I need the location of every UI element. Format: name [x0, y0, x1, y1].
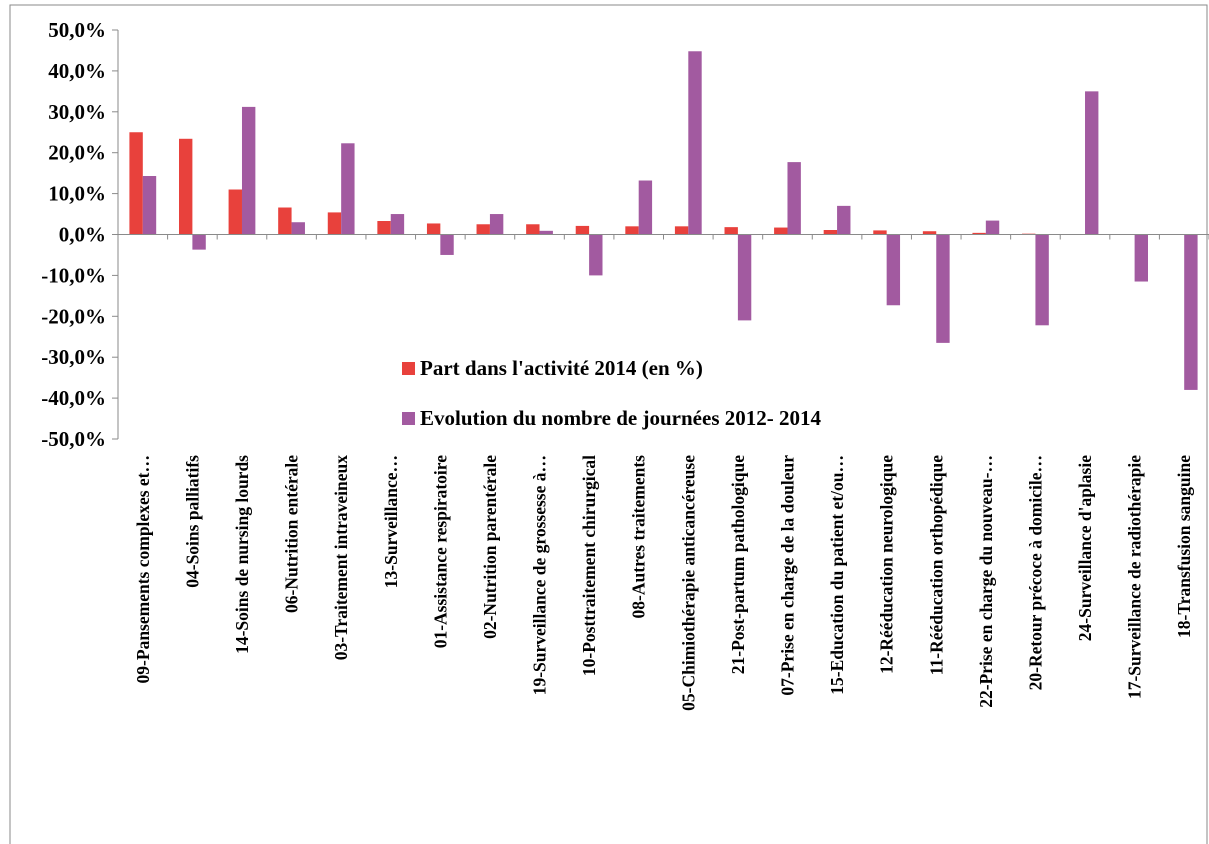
bar-evolution-15: [886, 234, 901, 306]
bar-part-5: [377, 221, 391, 235]
bar-part-14: [823, 230, 838, 235]
bar-part-17: [972, 232, 986, 235]
bar-evolution-18: [1035, 234, 1049, 326]
bar-part-11: [674, 226, 689, 235]
legend-label-evolution: Evolution du nombre de journées 2012- 20…: [420, 406, 821, 430]
x-tick-label-8: 19-Surveillance de grossesse à…: [530, 455, 550, 695]
y-tick-label-10: -50,0%: [41, 427, 106, 451]
x-tick-label-5: 13-Surveillance…: [381, 455, 401, 588]
y-tick-label-7: -20,0%: [41, 304, 106, 328]
bar-evolution-9: [589, 234, 603, 276]
x-tick-label-14: 15-Education du patient et/ou…: [827, 455, 847, 695]
y-tick-labels: 50,0% 40,0% 30,0% 20,0% 10,0% 0,0% -10,0% -20,0…: [41, 18, 106, 451]
bar-part-16: [922, 231, 937, 235]
axes: [112, 29, 1209, 440]
bar-part-10: [625, 226, 639, 235]
y-tick-label-3: 20,0%: [48, 141, 106, 165]
legend-swatch-evolution: [402, 412, 415, 425]
bar-part-6: [426, 223, 441, 235]
x-tick-labels: 09-Pansements complexes et… 04-Soins pall…: [133, 455, 1194, 711]
x-tick-label-11: 05-Chimiothérapie anticancéreuse: [678, 455, 698, 711]
bar-evolution-3: [291, 222, 305, 235]
y-tick-label-8: -30,0%: [41, 345, 106, 369]
chart-frame: [9, 4, 1208, 844]
bar-evolution-12: [737, 234, 752, 321]
bar-part-1: [179, 138, 193, 235]
x-tick-label-18: 20-Retour précoce à domicile…: [1025, 455, 1045, 690]
x-tick-label-21: 18-Transfusion sanguine: [1174, 455, 1194, 638]
x-tick-label-4: 03-Traitement intraveineux: [331, 455, 351, 661]
bar-part-15: [873, 230, 887, 235]
bar-evolution-8: [539, 230, 553, 235]
bar-part-8: [526, 224, 540, 235]
bar-evolution-7: [489, 214, 504, 235]
bar-evolution-14: [837, 205, 851, 235]
x-tick-label-17: 22-Prise en charge du nouveau-…: [976, 455, 996, 708]
x-tick-label-1: 04-Soins palliatifs: [182, 455, 202, 588]
bar-evolution-0: [142, 176, 157, 235]
y-tick-label-0: 50,0%: [48, 18, 106, 42]
legend-label-part: Part dans l'activité 2014 (en %): [420, 356, 703, 380]
bar-evolution-2: [241, 106, 256, 235]
bar-part-7: [476, 224, 490, 235]
legend-swatch-part: [402, 362, 415, 375]
x-tick-label-0: 09-Pansements complexes et…: [133, 455, 153, 683]
x-tick-label-13: 07-Prise en charge de la douleur: [778, 455, 798, 696]
bar-evolution-10: [638, 180, 653, 235]
x-tick-label-12: 21-Post-partum pathologique: [728, 455, 748, 674]
bar-part-2: [228, 189, 242, 235]
x-tick-label-19: 24-Surveillance d'aplasie: [1075, 455, 1095, 641]
bar-evolution-13: [787, 162, 801, 235]
bar-evolution-6: [440, 234, 454, 255]
bar-evolution-4: [341, 143, 355, 235]
bar-part-3: [278, 207, 292, 235]
bar-evolution-19: [1085, 91, 1099, 235]
bar-evolution-17: [985, 220, 1000, 235]
bar-part-13: [774, 227, 788, 235]
bar-evolution-11: [688, 51, 702, 235]
x-tick-label-9: 10-Posttraitement chirurgical: [579, 455, 599, 676]
bar-evolution-16: [936, 234, 950, 343]
bar-part-4: [327, 212, 342, 235]
bars: [129, 51, 1198, 390]
bar-part-0: [129, 132, 143, 235]
y-tick-label-9: -40,0%: [41, 386, 106, 410]
legend: Part dans l'activité 2014 (en %) Evoluti…: [402, 356, 821, 430]
x-tick-label-2: 14-Soins de nursing lourds: [232, 455, 252, 654]
y-tick-label-6: -10,0%: [41, 263, 106, 287]
bar-evolution-20: [1134, 234, 1148, 282]
y-tick-label-4: 10,0%: [48, 182, 106, 206]
bar-evolution-5: [390, 214, 405, 235]
x-tick-label-10: 08-Autres traitements: [629, 455, 649, 619]
bar-part-9: [575, 225, 590, 235]
bar-part-12: [724, 227, 738, 235]
y-tick-label-1: 40,0%: [48, 59, 106, 83]
y-tick-label-5: 0,0%: [59, 223, 106, 247]
x-tick-label-7: 02-Nutrition parentérale: [480, 455, 500, 639]
bar-evolution-1: [192, 234, 206, 250]
x-tick-label-20: 17-Surveillance de radiothérapie: [1125, 455, 1145, 699]
x-tick-label-3: 06-Nutrition entérale: [282, 455, 302, 613]
y-tick-label-2: 30,0%: [48, 100, 106, 124]
x-tick-label-16: 11-Rééducation orthopédique: [926, 455, 946, 675]
bar-evolution-21: [1184, 234, 1198, 390]
x-tick-label-15: 12-Rééducation neurologique: [877, 455, 897, 674]
x-tick-label-6: 01-Assistance respiratoire: [430, 455, 450, 649]
